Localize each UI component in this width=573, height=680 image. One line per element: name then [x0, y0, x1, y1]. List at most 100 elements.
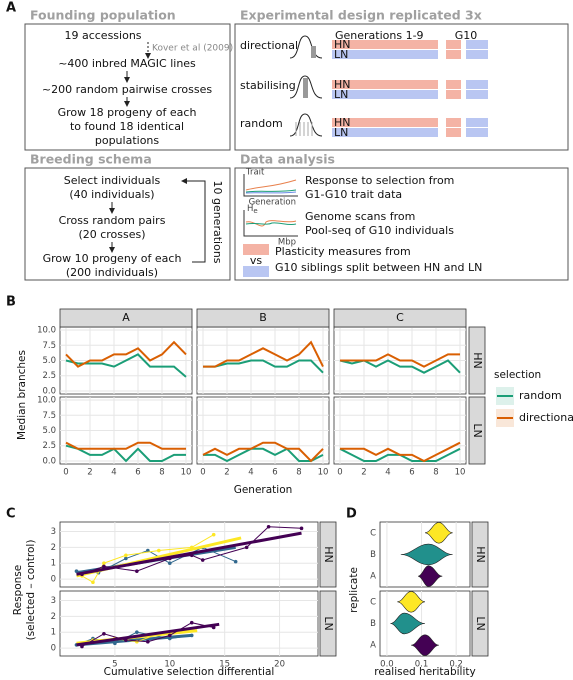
- x-tick-label: 6: [272, 468, 277, 478]
- strip-label: HN: [474, 546, 487, 563]
- y-tick-label: 2: [51, 543, 56, 553]
- box-text: Cross random pairs: [59, 214, 166, 227]
- y-tick-label: A: [370, 572, 376, 582]
- x-tick-label: 0.2: [449, 660, 463, 670]
- point: [157, 548, 161, 553]
- box-text: (200 individuals): [66, 266, 158, 279]
- mini-label: Trait: [245, 168, 265, 178]
- y-tick-label: 5.0: [42, 356, 56, 366]
- box-title: Experimental design replicated 3x: [240, 8, 482, 23]
- y-tick-label: 1: [51, 559, 56, 569]
- mini-trace: [245, 191, 297, 194]
- box: [234, 167, 569, 281]
- y-tick-label: 10.0: [37, 396, 56, 406]
- strip-label: HN: [471, 352, 484, 369]
- box-text: (20 crosses): [78, 228, 145, 241]
- g10-bar: [446, 118, 461, 127]
- x-tick-label: 0.0: [380, 660, 394, 670]
- x-tick-label: 2: [87, 468, 92, 478]
- panel-label: D: [346, 507, 357, 522]
- x-tick-label: 5: [112, 660, 117, 670]
- strip-label: B: [259, 311, 267, 324]
- analysis-text: G1-G10 trait data: [305, 188, 402, 201]
- box-text: Grow 18 progeny of each: [58, 106, 197, 119]
- y-tick-label: 2.5: [42, 441, 56, 451]
- box-text: to found 18 identical: [70, 120, 184, 133]
- mini-trace: [245, 189, 297, 193]
- y-tick-label: B: [370, 619, 376, 629]
- y-tick-label: B: [370, 550, 376, 560]
- point: [146, 639, 150, 644]
- series-line: [65, 340, 187, 368]
- loop-label: 10 generations: [211, 180, 224, 263]
- x-axis-label: Generation: [234, 484, 293, 496]
- breeding-box: Breeding schema Select individuals (40 i…: [24, 152, 231, 281]
- treatment-label: LN: [334, 88, 348, 101]
- mini-trace: [245, 220, 297, 227]
- box-text: 19 accessions: [64, 29, 141, 42]
- citation: Kover et al (2009): [152, 44, 233, 54]
- x-tick-label: 0: [63, 468, 68, 478]
- y-tick-label: 3: [51, 596, 56, 606]
- y-tick-label: 5.0: [42, 426, 56, 436]
- strip: [59, 308, 193, 328]
- strip: [333, 308, 467, 328]
- series-line: [203, 340, 324, 368]
- ln-swatch: [243, 266, 269, 277]
- box-text: Grow 10 progeny of each: [43, 252, 182, 265]
- x-tick-label: 10: [455, 468, 466, 478]
- point: [167, 561, 172, 566]
- y-axis-label: Median branches: [16, 350, 28, 440]
- design-row-label: stabilising: [240, 79, 296, 92]
- y-tick-label: 7.5: [42, 341, 56, 351]
- bell-curve: [289, 113, 323, 137]
- point: [167, 633, 172, 638]
- strip: [196, 308, 330, 328]
- x-tick-label: 6: [409, 468, 414, 478]
- y-tick-label: 10.0: [37, 326, 56, 336]
- selected-area: [303, 78, 308, 98]
- y-tick-label: 0.0: [42, 386, 56, 396]
- strip-label: LN: [322, 616, 335, 630]
- x-tick-label: 0: [337, 468, 342, 478]
- mini-label: He: [247, 204, 258, 216]
- strip-label: HN: [322, 546, 335, 563]
- g10-bar: [466, 80, 488, 89]
- point: [200, 558, 205, 562]
- y-axis-label: Response: [12, 565, 24, 615]
- point: [102, 632, 106, 636]
- g10-bar: [446, 50, 461, 59]
- analysis-text: Genome scans from: [305, 210, 415, 223]
- y-tick-label: 3: [51, 527, 56, 537]
- box: [24, 23, 231, 151]
- strip: [471, 590, 489, 657]
- hn-swatch: [243, 244, 269, 255]
- analysis-text: Response to selection from: [305, 174, 454, 187]
- violin: [411, 634, 439, 656]
- strip: [468, 396, 486, 465]
- point: [244, 545, 249, 550]
- analysis-text: Pool-seq of G10 individuals: [305, 224, 454, 237]
- g10-bar: [466, 40, 488, 49]
- mini-trace: [245, 222, 297, 226]
- y-tick-label: C: [370, 528, 376, 538]
- x-tick-label: 20: [274, 660, 285, 670]
- x-tick-label: 8: [433, 468, 438, 478]
- x-axis-label: Cumulative selection differential: [104, 666, 275, 678]
- x-tick-label: 8: [159, 468, 164, 478]
- box-text: ~400 inbred MAGIC lines: [58, 57, 196, 70]
- strip: [471, 521, 489, 588]
- series-line: [65, 444, 186, 463]
- series-line: [65, 441, 186, 450]
- g10-bar: [446, 90, 461, 99]
- point: [299, 526, 304, 531]
- mini-label: Generation: [249, 198, 296, 208]
- point: [146, 548, 150, 553]
- x-tick-label: 4: [248, 468, 253, 478]
- box: [234, 23, 569, 151]
- y-axis-label: replicate: [348, 567, 360, 613]
- g10-bar: [466, 50, 488, 59]
- g10-bar: [466, 90, 488, 99]
- strip: [319, 590, 337, 657]
